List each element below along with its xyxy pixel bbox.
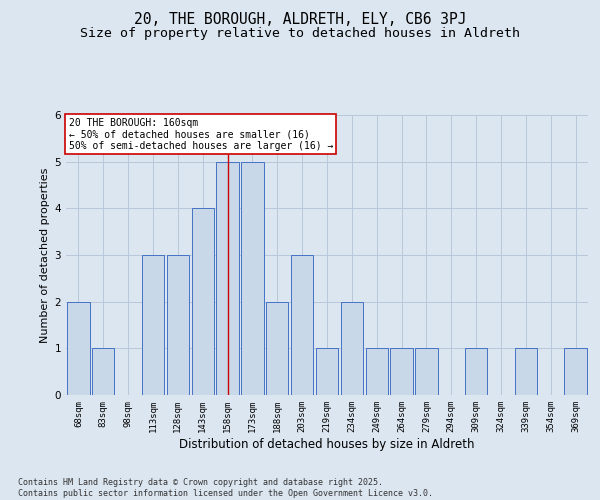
Bar [465,348,487,395]
Bar [92,348,115,395]
Bar [241,162,263,395]
Bar [515,348,537,395]
Bar [142,255,164,395]
X-axis label: Distribution of detached houses by size in Aldreth: Distribution of detached houses by size … [179,438,475,450]
Bar [316,348,338,395]
Text: Size of property relative to detached houses in Aldreth: Size of property relative to detached ho… [80,28,520,40]
Bar [217,162,239,395]
Text: 20, THE BOROUGH, ALDRETH, ELY, CB6 3PJ: 20, THE BOROUGH, ALDRETH, ELY, CB6 3PJ [134,12,466,28]
Y-axis label: Number of detached properties: Number of detached properties [40,168,50,342]
Bar [291,255,313,395]
Text: Contains HM Land Registry data © Crown copyright and database right 2025.
Contai: Contains HM Land Registry data © Crown c… [18,478,433,498]
Bar [565,348,587,395]
Bar [341,302,363,395]
Bar [266,302,289,395]
Bar [67,302,89,395]
Bar [365,348,388,395]
Bar [191,208,214,395]
Bar [391,348,413,395]
Bar [415,348,437,395]
Text: 20 THE BOROUGH: 160sqm
← 50% of detached houses are smaller (16)
50% of semi-det: 20 THE BOROUGH: 160sqm ← 50% of detached… [68,118,333,151]
Bar [167,255,189,395]
